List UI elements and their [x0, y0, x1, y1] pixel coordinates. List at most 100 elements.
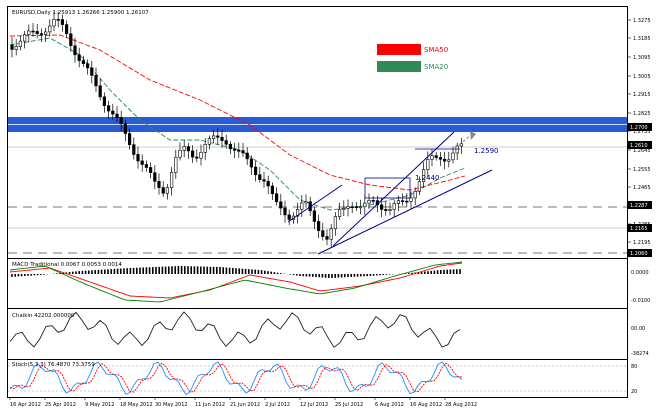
- macd-bar: [34, 274, 36, 275]
- macd-bar: [290, 274, 292, 275]
- macd-bar: [254, 270, 256, 274]
- macd-bar: [187, 266, 189, 274]
- macd-bar: [114, 269, 116, 274]
- chart-header-text: EURUSD,Daily 1.25913 1.26266 1.25900 1.2…: [12, 10, 149, 16]
- sma20-legend-swatch: [377, 61, 421, 72]
- macd-bar: [434, 271, 436, 274]
- macd-bar: [91, 270, 93, 274]
- macd-bar: [158, 267, 160, 274]
- macd-bar: [232, 268, 234, 274]
- macd-bar: [226, 267, 228, 274]
- macd-bar: [11, 274, 13, 277]
- date-tick-label: 25 Apr 2012: [45, 402, 76, 408]
- macd-bar: [274, 272, 276, 274]
- macd-bar: [430, 271, 432, 274]
- macd-bar: [322, 274, 324, 277]
- macd-bar: [133, 268, 135, 274]
- price-axis[interactable]: 1.32751.31851.30951.30051.29151.28251.27…: [627, 18, 652, 257]
- price-flag-label: 1.2287: [630, 203, 648, 209]
- macd-bar: [453, 269, 455, 274]
- date-tick-label: 2 Jul 2012: [265, 402, 290, 408]
- chaikin-tick-1: -38274: [631, 351, 649, 357]
- date-tick-label: 18 May 2012: [120, 402, 153, 408]
- macd-bar: [194, 266, 196, 274]
- macd-bar: [213, 267, 215, 274]
- macd-bar: [248, 269, 250, 274]
- annotation-1-2590: 1.2590: [474, 147, 499, 155]
- macd-bar: [280, 273, 282, 274]
- macd-bar: [386, 274, 388, 275]
- macd-bar: [203, 267, 205, 274]
- annotation-1-2440: 1.2440: [415, 174, 440, 182]
- macd-bar: [293, 274, 295, 275]
- macd-bar: [258, 270, 260, 274]
- macd-bar: [264, 271, 266, 274]
- macd-bar: [344, 274, 346, 277]
- macd-bar: [299, 274, 301, 276]
- macd-label: MACD Traditional 0.0067 0.0053 0.0014: [12, 262, 122, 268]
- macd-bar: [110, 269, 112, 274]
- macd-bar: [206, 267, 208, 274]
- macd-bar: [162, 267, 164, 274]
- macd-bar: [123, 268, 125, 274]
- price-flag: 1.2165: [628, 224, 652, 232]
- macd-bar: [354, 274, 356, 277]
- price-tick-label: 1.2195: [633, 240, 651, 246]
- macd-bar: [363, 274, 365, 276]
- macd-bar: [334, 274, 336, 278]
- date-tick-label: 30 May 2012: [155, 402, 188, 408]
- macd-bar: [139, 268, 141, 274]
- macd-bar: [219, 267, 221, 274]
- macd-bar: [277, 273, 279, 274]
- price-flag: 1.2610: [628, 141, 652, 149]
- macd-bar: [142, 267, 144, 274]
- date-tick-label: 9 May 2012: [85, 402, 114, 408]
- macd-tick-1: -0.0100: [631, 298, 650, 304]
- macd-bar: [107, 269, 109, 274]
- macd-bar: [245, 269, 247, 274]
- macd-bar: [360, 274, 362, 276]
- macd-bar: [190, 266, 192, 274]
- macd-bar: [37, 274, 39, 275]
- macd-bar: [437, 270, 439, 274]
- macd-bar: [309, 274, 311, 277]
- macd-bar: [338, 274, 340, 278]
- price-panel[interactable]: 1.2590 1.2440 SMA50 SMA20 EURUSD,Daily 1…: [8, 7, 627, 257]
- macd-bar: [216, 267, 218, 274]
- macd-bar: [136, 268, 138, 274]
- macd-bar: [18, 274, 20, 276]
- macd-bar: [94, 270, 96, 274]
- date-tick-label: 21 Jun 2012: [230, 402, 260, 408]
- macd-bar: [69, 272, 71, 274]
- macd-bar: [197, 266, 199, 274]
- price-flag-label: 1.2165: [630, 226, 648, 232]
- macd-bar: [56, 273, 58, 274]
- macd-bar: [382, 274, 384, 275]
- macd-bar: [40, 274, 42, 275]
- macd-bar: [379, 274, 381, 275]
- macd-bar: [325, 274, 327, 278]
- stoch-label: Stoch(5,3,3) 76.4870 73.3759: [12, 362, 95, 368]
- date-tick-label: 16 Aug 2012: [410, 402, 442, 408]
- macd-bar: [75, 271, 77, 274]
- price-tick-label: 1.2915: [633, 92, 651, 98]
- macd-bar: [30, 274, 32, 276]
- macd-bar: [376, 274, 378, 275]
- macd-bar: [389, 274, 391, 275]
- macd-bar: [104, 270, 106, 274]
- macd-bar: [459, 269, 461, 274]
- macd-bar: [370, 274, 372, 276]
- macd-bar: [427, 271, 429, 274]
- price-flag: 1.2287: [628, 201, 652, 209]
- macd-bar: [181, 266, 183, 274]
- macd-bar: [315, 274, 317, 277]
- macd-bar: [72, 272, 74, 274]
- chaikin-tick-0: 00.00: [631, 326, 645, 332]
- macd-bar: [126, 268, 128, 274]
- macd-bar: [373, 274, 375, 276]
- price-flag-label: 1.2610: [630, 143, 648, 149]
- macd-bar: [440, 270, 442, 274]
- macd-bar: [146, 267, 148, 274]
